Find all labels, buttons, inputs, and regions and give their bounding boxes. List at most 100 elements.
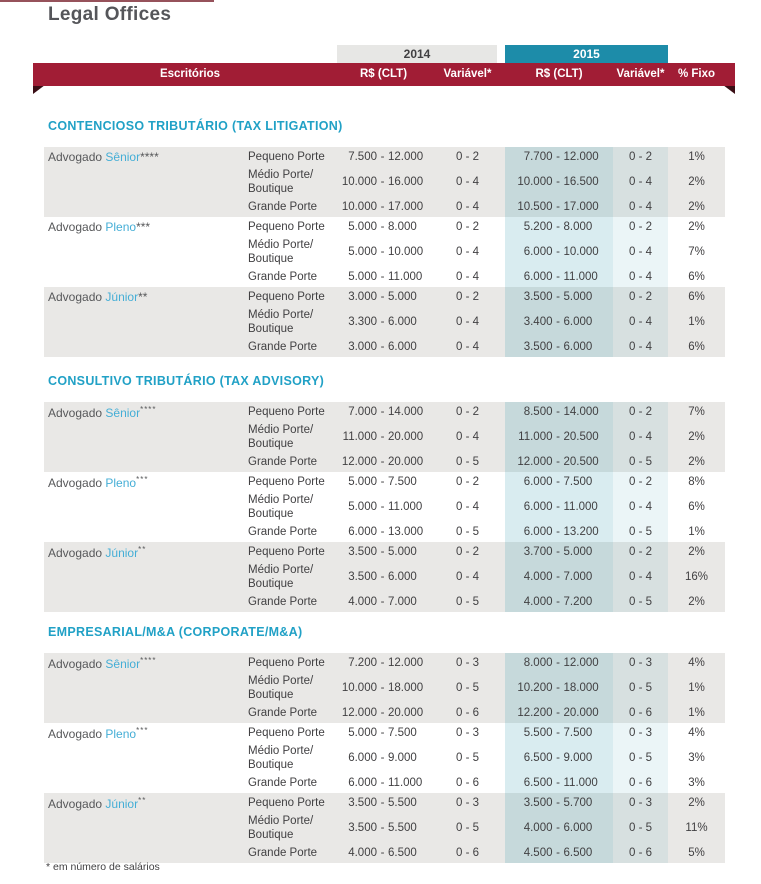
porte-label: Médio Porte/ Boutique xyxy=(248,423,314,450)
role-rows: Pequeno Porte 5.000-7.500 0 - 2 6.000-7.500… xyxy=(248,472,725,542)
cell-percent-fixo: 1% xyxy=(688,526,705,538)
cell-rs-2014: 11.000-20.000 xyxy=(337,422,430,452)
porte-label: Pequeno Porte xyxy=(248,726,325,739)
range-max: 20.000 xyxy=(563,707,599,719)
table-row: Pequeno Porte 5.000-7.500 0 - 3 5.500-7.500… xyxy=(248,723,725,743)
range-max: 18.000 xyxy=(563,682,599,694)
range-dash: - xyxy=(380,777,385,789)
cell-rs-2014-range: 3.000-6.000 xyxy=(337,341,430,353)
role-group: Advogado Pleno*** Pequeno Porte 5.000-7.50… xyxy=(44,723,725,793)
cell-percent-fixo: 6% xyxy=(688,271,705,283)
porte-label: Grande Porte xyxy=(248,525,318,538)
cell-variavel-2015: 0 - 6 xyxy=(613,843,668,863)
cell-percent-fixo: 3% xyxy=(688,752,705,764)
cell-rs-2014-range: 6.000-11.000 xyxy=(337,777,430,789)
range-max: 7.500 xyxy=(563,727,593,739)
range-dash: - xyxy=(380,221,385,233)
cell-rs-2015-range: 6.000-13.200 xyxy=(513,526,606,538)
cell-rs-2014-range: 3.300-6.000 xyxy=(337,316,430,328)
range-min: 6.000 xyxy=(523,271,553,283)
cell-porte: Grande Porte xyxy=(248,197,337,217)
porte-label: Médio Porte/ Boutique xyxy=(248,238,314,265)
column-header-escritorios: Escritórios xyxy=(159,68,221,80)
cell-rs-2015: 5.500-7.500 xyxy=(505,723,613,743)
cell-variavel-2014: 0 - 4 xyxy=(455,341,479,353)
range-min: 10.000 xyxy=(341,201,377,213)
cell-variavel-2014: 0 - 4 xyxy=(455,201,479,213)
cell-percent-fixo: 2% xyxy=(688,456,705,468)
cell-variavel-2014: 0 - 3 xyxy=(455,727,479,739)
cell-rs-2015: 12.000-20.500 xyxy=(505,452,613,472)
range-min: 5.000 xyxy=(348,221,377,233)
range-dash: - xyxy=(556,752,560,764)
range-dash: - xyxy=(380,271,385,283)
cell-percent-fixo: 7% xyxy=(688,246,705,258)
cell-variavel-2015: 0 - 2 xyxy=(613,287,668,307)
range-max: 6.000 xyxy=(388,341,417,353)
cell-porte: Pequeno Porte xyxy=(248,472,337,492)
cell-rs-2015-range: 3.500-5.000 xyxy=(513,291,606,303)
range-min: 3.400 xyxy=(523,316,553,328)
range-min: 3.500 xyxy=(523,341,553,353)
cell-variavel-2014: 0 - 2 xyxy=(455,291,479,303)
cell-rs-2014: 10.000-16.000 xyxy=(337,167,430,197)
role-rows: Pequeno Porte 7.500-12.000 0 - 2 7.700-12.0… xyxy=(248,147,725,217)
cell-rs-2014: 7.000-14.000 xyxy=(337,402,430,422)
role-asterisks: ** xyxy=(138,545,147,554)
range-dash: - xyxy=(556,271,560,283)
cell-rs-2015-range: 10.500-17.000 xyxy=(513,201,606,213)
cell-rs-2015: 3.500-5.000 xyxy=(505,287,613,307)
range-dash: - xyxy=(556,456,560,468)
range-dash: - xyxy=(556,246,560,258)
cell-rs-2015-range: 8.000-12.000 xyxy=(513,657,606,669)
cell-rs-2015-range: 6.000-11.000 xyxy=(513,501,606,513)
range-dash: - xyxy=(556,682,560,694)
range-min: 5.000 xyxy=(348,727,377,739)
table-row: Grande Porte 12.000-20.000 0 - 6 12.200-20.… xyxy=(248,703,725,723)
cell-percent-fixo: 7% xyxy=(688,406,705,418)
cell-rs-2014-range: 7.200-12.000 xyxy=(337,657,430,669)
range-dash: - xyxy=(380,341,385,353)
cell-percent-fixo: 5% xyxy=(688,847,705,859)
range-min: 12.000 xyxy=(341,707,377,719)
cell-variavel-2015: 0 - 4 xyxy=(613,267,668,287)
range-max: 5.000 xyxy=(388,546,417,558)
role-prefix: Advogado xyxy=(48,150,106,164)
role-name: Júnior xyxy=(105,290,139,304)
table-header-bar: Escritórios R$ (CLT) Variável* R$ (CLT) … xyxy=(33,63,735,86)
range-max: 11.000 xyxy=(388,501,423,513)
cell-percent-fixo: 2% xyxy=(688,201,705,213)
range-min: 4.000 xyxy=(523,822,553,834)
cell-percent-fixo: 2% xyxy=(688,596,705,608)
role-rows: Pequeno Porte 5.000-8.000 0 - 2 5.200-8.000… xyxy=(248,217,725,287)
cell-rs-2014: 5.000-11.000 xyxy=(337,267,430,287)
role-group: Advogado Júnior** Pequeno Porte 3.500-5.50… xyxy=(44,793,725,863)
cell-rs-2015-range: 10.000-16.500 xyxy=(513,176,606,188)
range-dash: - xyxy=(556,151,560,163)
range-max: 6.500 xyxy=(388,847,417,859)
range-dash: - xyxy=(380,797,385,809)
range-min: 5.000 xyxy=(348,476,377,488)
cell-variavel-2015: 0 - 5 xyxy=(613,592,668,612)
role-asterisks: **** xyxy=(140,405,157,414)
cell-rs-2015: 11.000-20.500 xyxy=(505,422,613,452)
range-min: 10.500 xyxy=(517,201,553,213)
role-group: Advogado Pleno*** Pequeno Porte 5.000-7.50… xyxy=(44,472,725,542)
range-max: 12.000 xyxy=(563,151,599,163)
range-dash: - xyxy=(380,291,385,303)
range-min: 5.200 xyxy=(523,221,553,233)
range-dash: - xyxy=(380,682,385,694)
range-max: 16.000 xyxy=(388,176,424,188)
range-max: 6.000 xyxy=(563,822,593,834)
cell-porte: Grande Porte xyxy=(248,337,337,357)
cell-porte: Médio Porte/ Boutique xyxy=(248,562,337,592)
role-rows: Pequeno Porte 3.500-5.500 0 - 3 3.500-5.700… xyxy=(248,793,725,863)
cell-rs-2015: 10.200-18.000 xyxy=(505,673,613,703)
cell-rs-2015-range: 3.700-5.000 xyxy=(513,546,606,558)
table-row: Grande Porte 5.000-11.000 0 - 4 6.000-11.00… xyxy=(248,267,725,287)
cell-variavel-2014: 0 - 4 xyxy=(455,571,479,583)
range-max: 12.000 xyxy=(563,657,599,669)
cell-porte: Médio Porte/ Boutique xyxy=(248,673,337,703)
cell-rs-2014-range: 12.000-20.000 xyxy=(337,707,430,719)
role-label: Advogado Sênior**** xyxy=(44,147,248,217)
